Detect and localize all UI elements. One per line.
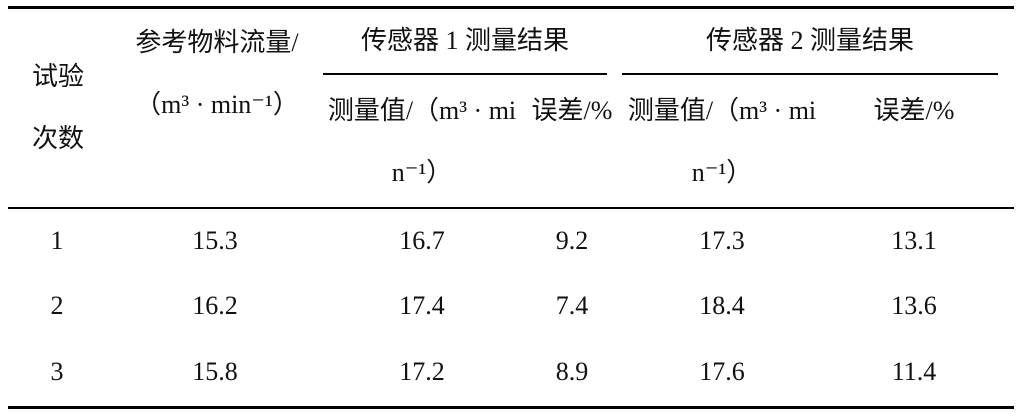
table-cell: 18.4 bbox=[699, 291, 745, 320]
table-cell: 3 bbox=[50, 357, 64, 386]
group-rule bbox=[622, 73, 998, 75]
header-trial: 试验次数 bbox=[31, 62, 84, 153]
header-value: 测量值/（m³ · min⁻¹） bbox=[327, 96, 517, 187]
table-cell: 17.4 bbox=[399, 291, 445, 320]
header-rule bbox=[8, 207, 1014, 209]
table-cell: 15.3 bbox=[192, 226, 238, 255]
table-cell: 8.9 bbox=[555, 357, 589, 386]
table-cell: 9.2 bbox=[555, 226, 589, 255]
table-cell: 16.2 bbox=[192, 291, 238, 320]
table-cell: 11.4 bbox=[891, 357, 937, 386]
table-cell: 7.4 bbox=[555, 291, 589, 320]
header-value: 测量值/（m³ · min⁻¹） bbox=[627, 96, 817, 187]
header-sensor2: 传感器 2 测量结果 bbox=[705, 26, 914, 55]
table-cell: 13.1 bbox=[891, 226, 937, 255]
table-cell: 15.8 bbox=[192, 357, 238, 386]
table-cell: 2 bbox=[50, 291, 64, 320]
table-cell: 16.7 bbox=[399, 226, 445, 255]
table-cell: 1 bbox=[50, 226, 64, 255]
table-cell: 17.2 bbox=[399, 357, 445, 386]
group-rule bbox=[323, 73, 607, 75]
bottom-rule bbox=[8, 406, 1014, 409]
header-error: 误差/% bbox=[873, 96, 955, 125]
top-rule bbox=[8, 6, 1014, 9]
header-reference: 参考物料流量/（m³ · min⁻¹） bbox=[135, 28, 299, 119]
header-sensor1: 传感器 1 测量结果 bbox=[360, 26, 569, 55]
table-cell: 17.3 bbox=[699, 226, 745, 255]
table-cell: 17.6 bbox=[699, 357, 745, 386]
header-error: 误差/% bbox=[531, 96, 613, 125]
table-cell: 13.6 bbox=[891, 291, 937, 320]
